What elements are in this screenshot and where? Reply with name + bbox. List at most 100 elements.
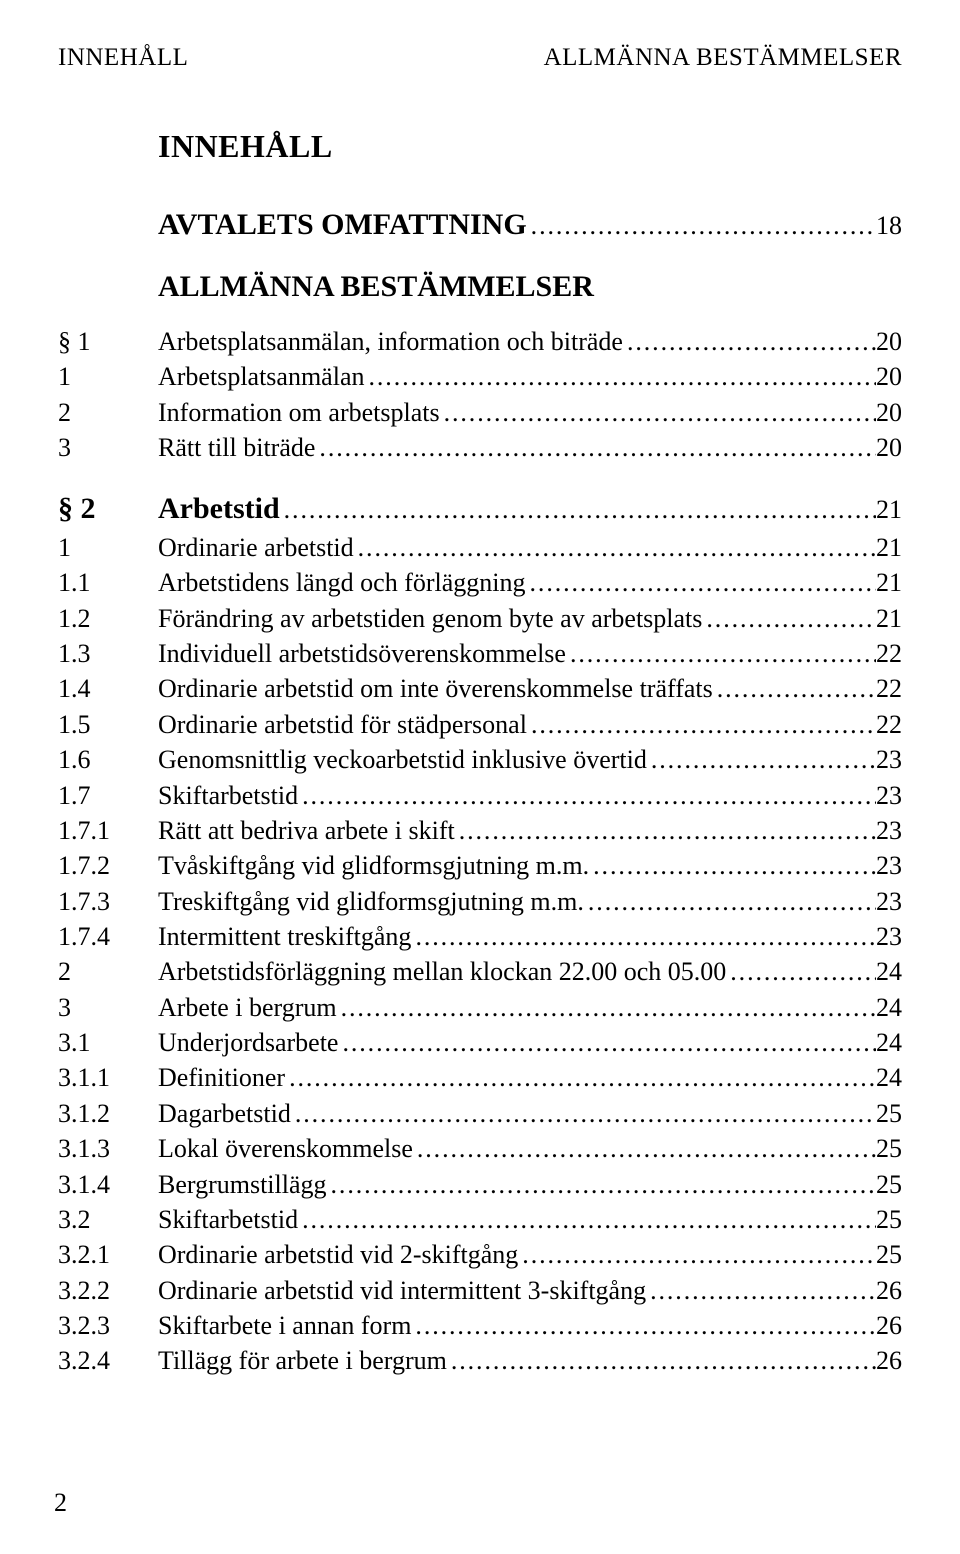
leader-dots: ........................................… xyxy=(411,1308,876,1343)
toc-page: 21 xyxy=(876,601,902,636)
toc-page: 24 xyxy=(876,954,902,989)
leader-dots: ........................................… xyxy=(413,1131,876,1166)
toc-line: 3.1Underjordsarbete.....................… xyxy=(58,1025,902,1060)
toc-number: 1.7 xyxy=(58,778,158,813)
toc-label: Information om arbetsplats xyxy=(158,395,440,430)
toc-page: 25 xyxy=(876,1237,902,1272)
leader-dots: ........................................… xyxy=(566,636,876,671)
leader-dots: ........................................… xyxy=(527,208,876,243)
leader-dots: ........................................… xyxy=(440,395,876,430)
toc-page: 26 xyxy=(876,1308,902,1343)
toc-line: 1.5Ordinarie arbetstid för städpersonal.… xyxy=(58,707,902,742)
toc-page: 26 xyxy=(876,1273,902,1308)
toc-label: Förändring av arbetstiden genom byte av … xyxy=(158,601,702,636)
toc-label: Lokal överenskommelse xyxy=(158,1131,413,1166)
toc-label: AVTALETS OMFATTNING xyxy=(158,205,527,246)
toc-number: 1.7.4 xyxy=(58,919,158,954)
toc-line: 3Arbete i bergrum.......................… xyxy=(58,990,902,1025)
toc-number: 1.3 xyxy=(58,636,158,671)
toc-label: Dagarbetstid xyxy=(158,1096,291,1131)
toc-label: Treskiftgång vid glidformsgjutning m.m. xyxy=(158,884,584,919)
leader-dots: ........................................… xyxy=(518,1237,876,1272)
leader-dots: ........................................… xyxy=(589,848,876,883)
toc-line: 1Ordinarie arbetstid....................… xyxy=(58,530,902,565)
toc-line: 1.7.3Treskiftgång vid glidformsgjutning … xyxy=(58,884,902,919)
toc-page: 21 xyxy=(876,492,902,527)
toc-line: 1.7.4Intermittent treskiftgång..........… xyxy=(58,919,902,954)
toc-label: Arbetstidsförläggning mellan klockan 22.… xyxy=(158,954,726,989)
toc-label: Intermittent treskiftgång xyxy=(158,919,411,954)
toc-line: 3.1.1Definitioner.......................… xyxy=(58,1060,902,1095)
toc-page: 20 xyxy=(876,359,902,394)
toc-line: 3.1.3Lokal överenskommelse..............… xyxy=(58,1131,902,1166)
toc-number: 3.2.3 xyxy=(58,1308,158,1343)
leader-dots: ........................................… xyxy=(623,324,876,359)
leader-dots: ........................................… xyxy=(291,1096,876,1131)
toc-page: 21 xyxy=(876,530,902,565)
leader-dots: ........................................… xyxy=(298,778,876,813)
leader-dots: ........................................… xyxy=(285,1060,876,1095)
toc-page: 23 xyxy=(876,848,902,883)
page-title: INNEHÅLL xyxy=(158,128,902,165)
leader-dots: ........................................… xyxy=(298,1202,876,1237)
toc-label: Ordinarie arbetstid om inte överenskomme… xyxy=(158,671,713,706)
toc-page: 25 xyxy=(876,1167,902,1202)
leader-dots: ........................................… xyxy=(327,1167,876,1202)
leader-dots: ........................................… xyxy=(726,954,876,989)
running-header: INNEHÅLL ALLMÄNNA BESTÄMMELSER xyxy=(58,44,902,72)
toc-number: 3.1 xyxy=(58,1025,158,1060)
toc-number: 3 xyxy=(58,990,158,1025)
section-name: Arbetstid xyxy=(158,489,280,530)
header-left: INNEHÅLL xyxy=(58,44,188,72)
toc-page: 23 xyxy=(876,742,902,777)
toc-line: 2Information om arbetsplats.............… xyxy=(58,395,902,430)
toc-page: 25 xyxy=(876,1131,902,1166)
toc-number: 2 xyxy=(58,395,158,430)
toc-label: Bergrumstillägg xyxy=(158,1167,327,1202)
toc-line: 3.2.3Skiftarbete i annan form...........… xyxy=(58,1308,902,1343)
toc-page: 21 xyxy=(876,565,902,600)
leader-dots: ........................................… xyxy=(584,884,876,919)
page: INNEHÅLL ALLMÄNNA BESTÄMMELSER INNEHÅLL … xyxy=(0,0,960,1554)
toc-line: 1.7.1Rätt att bedriva arbete i skift....… xyxy=(58,813,902,848)
toc-line: 3.1.2Dagarbetstid.......................… xyxy=(58,1096,902,1131)
header-right: ALLMÄNNA BESTÄMMELSER xyxy=(544,44,902,72)
toc-number: 3.2.1 xyxy=(58,1237,158,1272)
toc-line: 1Arbetsplatsanmälan.....................… xyxy=(58,359,902,394)
toc-label: Individuell arbetstidsöverenskommelse xyxy=(158,636,566,671)
toc-line: 1.6Genomsnittlig veckoarbetstid inklusiv… xyxy=(58,742,902,777)
toc-line: 3.1.4Bergrumstillägg....................… xyxy=(58,1167,902,1202)
toc-section: § 2Arbetstid............................… xyxy=(58,489,902,1378)
toc-body: AVTALETS OMFATTNING.....................… xyxy=(58,205,902,1379)
toc-page: 20 xyxy=(876,395,902,430)
leader-dots: ........................................… xyxy=(315,430,876,465)
toc-line: 2Arbetstidsförläggning mellan klockan 22… xyxy=(58,954,902,989)
toc-section: ALLMÄNNA BESTÄMMELSER§ 1Arbetsplatsanmäl… xyxy=(58,270,902,465)
toc-line: 3.2Skiftarbetstid.......................… xyxy=(58,1202,902,1237)
toc-number: 1.7.2 xyxy=(58,848,158,883)
leader-dots: ........................................… xyxy=(526,565,876,600)
toc-number: 2 xyxy=(58,954,158,989)
toc-number: § 1 xyxy=(58,324,158,359)
toc-number: 3.2 xyxy=(58,1202,158,1237)
toc-number: 3.1.4 xyxy=(58,1167,158,1202)
toc-label: Tvåskiftgång vid glidformsgjutning m.m. xyxy=(158,848,589,883)
leader-dots: ........................................… xyxy=(455,813,876,848)
toc-page: 26 xyxy=(876,1343,902,1378)
leader-dots: ........................................… xyxy=(647,742,876,777)
toc-page: 24 xyxy=(876,1060,902,1095)
toc-number: 1.5 xyxy=(58,707,158,742)
toc-number: 3.2.4 xyxy=(58,1343,158,1378)
toc-number: 1 xyxy=(58,530,158,565)
toc-label: Skiftarbetstid xyxy=(158,1202,298,1237)
leader-dots: ........................................… xyxy=(411,919,876,954)
toc-number: 3 xyxy=(58,430,158,465)
toc-number: 3.2.2 xyxy=(58,1273,158,1308)
toc-line: 3.2.1Ordinarie arbetstid vid 2-skiftgång… xyxy=(58,1237,902,1272)
toc-section: AVTALETS OMFATTNING.....................… xyxy=(58,205,902,246)
toc-page: 18 xyxy=(876,208,902,243)
toc-line: 1.3Individuell arbetstidsöverenskommelse… xyxy=(58,636,902,671)
toc-page: 23 xyxy=(876,778,902,813)
toc-label: Ordinarie arbetstid vid 2-skiftgång xyxy=(158,1237,518,1272)
toc-line: 1.1Arbetstidens längd och förläggning...… xyxy=(58,565,902,600)
